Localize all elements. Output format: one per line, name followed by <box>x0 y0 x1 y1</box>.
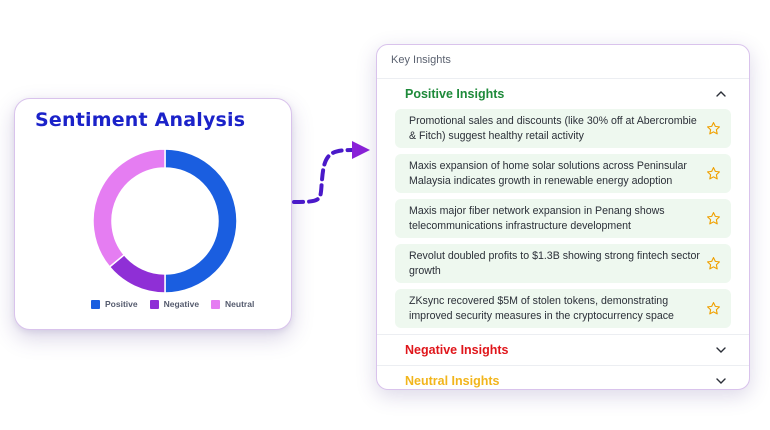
positive-insights-toggle[interactable]: Positive Insights <box>377 79 749 109</box>
star-icon[interactable] <box>706 121 721 136</box>
chevron-down-icon <box>716 347 726 353</box>
negative-insights-title: Negative Insights <box>405 343 509 357</box>
key-insights-panel: Key Insights Positive Insights Promotion… <box>376 44 750 390</box>
sentiment-card: Sentiment Analysis Positive Negative Neu… <box>14 98 292 330</box>
legend-label-positive: Positive <box>105 299 138 309</box>
list-item: ZKsync recovered $5M of stolen tokens, d… <box>395 289 731 328</box>
insight-text: Promotional sales and discounts (like 30… <box>409 114 697 142</box>
legend-swatch-positive <box>91 299 100 309</box>
insight-text: Maxis expansion of home solar solutions … <box>409 159 687 187</box>
legend-item-neutral: Neutral <box>211 299 254 309</box>
legend-label-negative: Negative <box>163 299 200 309</box>
chart-legend: Positive Negative Neutral <box>91 299 254 309</box>
chevron-down-icon <box>716 378 726 384</box>
list-item: Maxis major fiber network expansion in P… <box>395 199 731 238</box>
section-divider <box>377 365 749 366</box>
legend-item-negative: Negative <box>149 299 200 309</box>
legend-item-positive: Positive <box>91 299 138 309</box>
section-divider <box>377 334 749 335</box>
neutral-insights-title: Neutral Insights <box>405 374 500 388</box>
star-icon[interactable] <box>706 211 721 226</box>
neutral-insights-toggle[interactable]: Neutral Insights <box>377 366 749 389</box>
sentiment-title: Sentiment Analysis <box>35 109 246 131</box>
key-insights-header: Key Insights <box>377 45 749 79</box>
list-item: Promotional sales and discounts (like 30… <box>395 109 731 148</box>
star-icon[interactable] <box>706 301 721 316</box>
donut-slice-neutral <box>92 148 166 268</box>
connector-arrow-icon <box>292 141 370 204</box>
star-icon[interactable] <box>706 256 721 271</box>
insight-text: ZKsync recovered $5M of stolen tokens, d… <box>409 294 674 322</box>
donut-slice-positive <box>164 148 238 294</box>
insight-text: Revolut doubled profits to $1.3B showing… <box>409 249 700 277</box>
chevron-up-icon <box>716 91 726 97</box>
sentiment-donut-chart <box>92 148 238 294</box>
list-item: Maxis expansion of home solar solutions … <box>395 154 731 193</box>
insight-text: Maxis major fiber network expansion in P… <box>409 204 665 232</box>
negative-insights-toggle[interactable]: Negative Insights <box>377 335 749 365</box>
positive-insights-title: Positive Insights <box>405 87 505 101</box>
list-item: Revolut doubled profits to $1.3B showing… <box>395 244 731 283</box>
legend-label-neutral: Neutral <box>225 299 255 309</box>
positive-insights-list: Promotional sales and discounts (like 30… <box>377 109 749 328</box>
star-icon[interactable] <box>706 166 721 181</box>
legend-swatch-neutral <box>211 299 221 309</box>
legend-swatch-negative <box>149 299 159 309</box>
